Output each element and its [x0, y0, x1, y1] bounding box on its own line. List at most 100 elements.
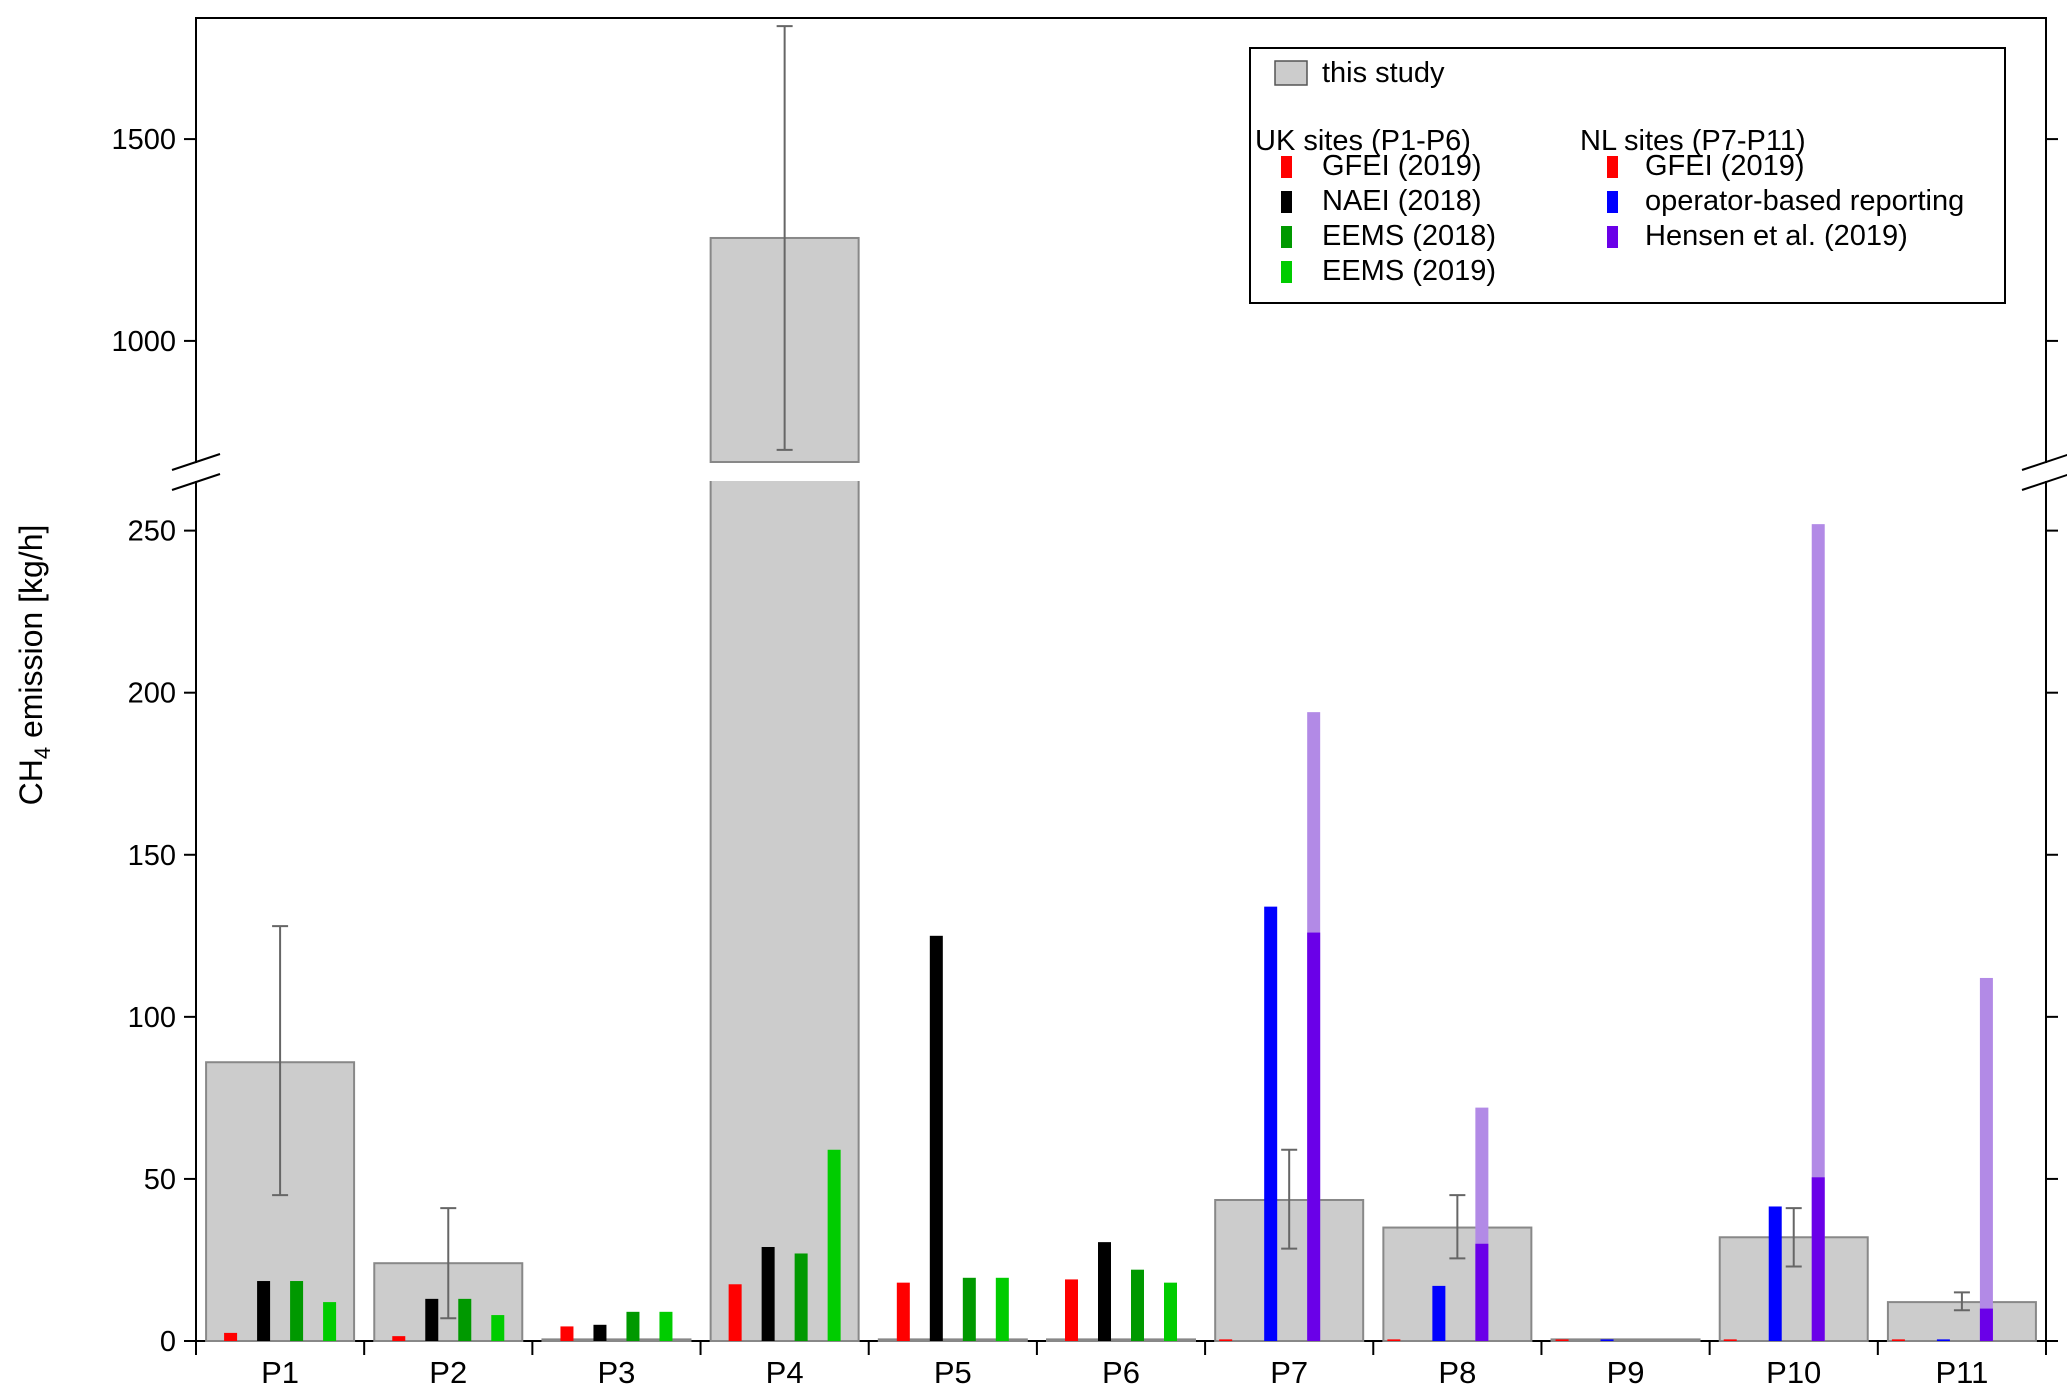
bar-operator-P7 [1264, 906, 1278, 1341]
bar-gfei-P9 [1555, 1339, 1569, 1341]
x-tick-label-P1: P1 [261, 1355, 299, 1389]
x-tick-label-P10: P10 [1766, 1355, 1821, 1389]
bar-eems2019-P5 [995, 1277, 1009, 1341]
error-bar-P1 [272, 925, 289, 1197]
bar-eems2019-P1 [323, 1302, 337, 1341]
error-bar-P10 [1785, 1207, 1802, 1268]
error-bar-P4 [776, 25, 793, 451]
legend-label-uk-2: EEMS (2018) [1322, 220, 1496, 252]
bar-eems2018-P1 [290, 1281, 304, 1341]
bar-naei-P5 [929, 935, 943, 1341]
x-axis-labels: P1 P2 P3 P4 P5 P6 P7 P8 P9 P10 P11 [195, 1341, 2047, 1389]
y-tick-label-0: 0 [160, 1326, 176, 1358]
bar-gfei-P11 [1891, 1339, 1905, 1341]
bar-operator-P9 [1600, 1339, 1614, 1341]
bar-gfei-P6 [1065, 1279, 1078, 1341]
x-tick-label-P3: P3 [597, 1355, 635, 1389]
bar-gfei-P3 [560, 1326, 574, 1341]
bar-gfei-P5 [896, 1282, 910, 1341]
y-tick-label-200: 200 [128, 678, 176, 710]
y-tick-label-1000: 1000 [111, 326, 176, 358]
bar-gfei-P8 [1387, 1339, 1401, 1341]
axis-break-mark-right-upper [2021, 453, 2067, 471]
x-tick-label-P8: P8 [1438, 1355, 1476, 1389]
inventory-bars [224, 524, 1993, 1341]
error-bars [272, 25, 1970, 1320]
this-study-bar-P3 [541, 1338, 692, 1343]
x-tick-label-P9: P9 [1607, 1355, 1645, 1389]
bar-eems2018-P6 [1131, 1269, 1144, 1341]
bar-eems2019-P6 [1164, 1282, 1177, 1341]
error-bar-P11 [1953, 1291, 1970, 1312]
bar-gfei-P10 [1723, 1339, 1737, 1341]
legend-nl-header: NL sites (P7-P11) [1580, 125, 1806, 157]
y-tick-label-1500: 1500 [111, 124, 176, 156]
this-study-bars [205, 236, 2037, 1343]
bar-eems2019-P2 [491, 1315, 505, 1341]
axis-break-mark-left-lower [171, 473, 221, 491]
legend-nl-entries: GFEI (2019)operator-based reportingHense… [1607, 150, 1964, 252]
legend-label-this-study: this study [1322, 57, 1445, 89]
bar-operator-P11 [1936, 1339, 1950, 1341]
bar-gfei-P4 [728, 1284, 742, 1341]
bar-gfei-P1 [224, 1332, 238, 1341]
bar-operator-P10 [1768, 1206, 1782, 1341]
legend-swatch-nl-0 [1607, 156, 1618, 178]
axes: 0 50 100 150 200 250 1000 1500 [111, 124, 2067, 1358]
legend-swatch-uk-2 [1281, 226, 1292, 248]
legend-swatch-this-study [1274, 60, 1308, 86]
bar-eems2018-P2 [458, 1298, 472, 1341]
error-bar-P7 [1281, 1148, 1298, 1250]
y-tick-label-50: 50 [144, 1164, 176, 1196]
legend-label-nl-0: GFEI (2019) [1645, 150, 1805, 182]
legend-label-uk-3: EEMS (2019) [1322, 255, 1496, 287]
this-study-bar-P9 [1550, 1338, 1701, 1343]
x-tick-label-P5: P5 [934, 1355, 972, 1389]
bar-naei-P2 [425, 1298, 439, 1341]
axis-break-gap [166, 463, 2067, 481]
x-tick-label-P4: P4 [766, 1355, 804, 1389]
bar-operator-P8 [1432, 1285, 1446, 1341]
legend-label-uk-1: NAEI (2018) [1322, 185, 1482, 217]
y-tick-label-250: 250 [128, 516, 176, 548]
bar-gfei-P7 [1219, 1339, 1233, 1341]
error-bar-P8 [1449, 1194, 1466, 1260]
bar-eems2018-P4 [794, 1253, 808, 1341]
legend-label-nl-1: operator-based reporting [1645, 185, 1964, 217]
x-tick-label-P11: P11 [1935, 1355, 1988, 1389]
axis-break-mark-left-upper [171, 453, 221, 471]
bar-hensen-P8 [1475, 1243, 1489, 1341]
bar-eems2019-P4 [827, 1149, 841, 1341]
bar-eems2019-P3 [659, 1311, 673, 1341]
bar-hensen-P11 [1979, 1308, 1993, 1341]
y-tick-label-150: 150 [128, 840, 176, 872]
y-axis-label: CH4 emission [kg/h] [13, 525, 55, 806]
bar-naei-P6 [1098, 1242, 1111, 1341]
legend-swatch-uk-0 [1281, 156, 1292, 178]
legend-label-uk-0: GFEI (2019) [1322, 150, 1482, 182]
legend: this study UK sites (P1-P6) NL sites (P7… [1249, 47, 2006, 304]
bar-hensen-range-P10 [1811, 524, 1825, 1341]
legend-swatch-nl-1 [1607, 191, 1618, 213]
bar-naei-P1 [257, 1281, 271, 1341]
x-tick-label-P2: P2 [429, 1355, 467, 1389]
this-study-bar-P6 [1046, 1338, 1196, 1343]
legend-swatch-uk-1 [1281, 191, 1292, 213]
x-tick-label-P7: P7 [1270, 1355, 1308, 1389]
bar-eems2018-P5 [962, 1277, 976, 1341]
bar-hensen-P7 [1307, 932, 1321, 1341]
error-bar-P2 [440, 1207, 457, 1320]
x-tick-label-P6: P6 [1102, 1355, 1140, 1389]
legend-uk-header: UK sites (P1-P6) [1255, 125, 1471, 157]
legend-uk-entries: GFEI (2019)NAEI (2018)EEMS (2018)EEMS (2… [1281, 150, 1496, 287]
bar-hensen-range-P11 [1979, 977, 1993, 1341]
axis-break-mark-right-lower [2021, 473, 2067, 491]
legend-swatch-nl-2 [1607, 226, 1618, 248]
legend-swatch-uk-3 [1281, 261, 1292, 283]
bar-eems2018-P3 [626, 1311, 640, 1341]
bar-hensen-P10 [1811, 1177, 1825, 1341]
y-tick-label-100: 100 [128, 1002, 176, 1034]
bar-gfei-P2 [392, 1336, 406, 1341]
legend-label-nl-2: Hensen et al. (2019) [1645, 220, 1908, 252]
